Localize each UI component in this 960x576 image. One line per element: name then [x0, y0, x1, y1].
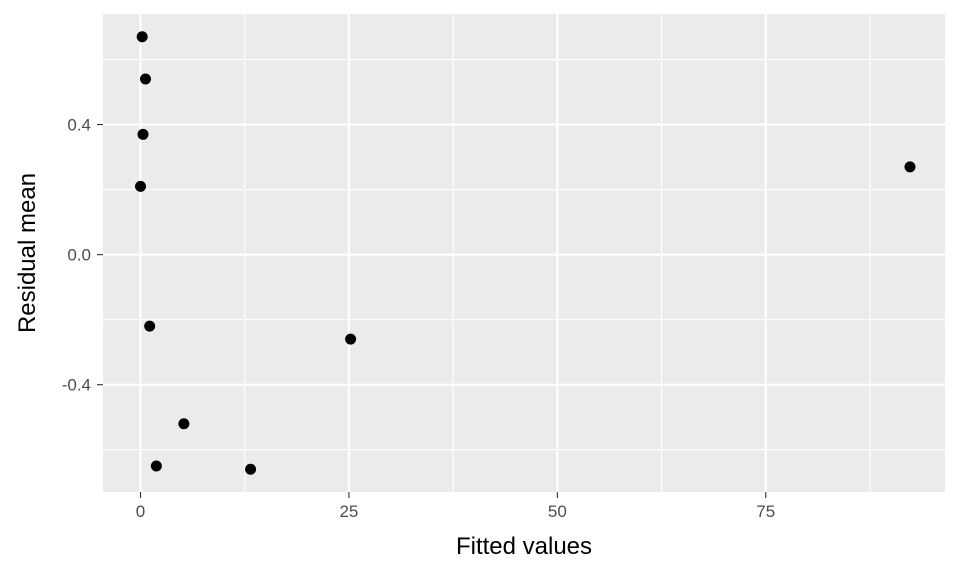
y-tick-label: 0.4 — [67, 116, 91, 135]
x-tick-label: 75 — [756, 502, 775, 521]
minor-gridlines — [103, 14, 945, 492]
y-tick-label: 0.0 — [67, 246, 91, 265]
data-point — [135, 180, 147, 192]
data-point — [245, 463, 257, 475]
x-axis-title: Fitted values — [456, 533, 592, 560]
data-point — [140, 73, 152, 85]
x-tick-label: 25 — [339, 502, 358, 521]
y-tick-label: -0.4 — [62, 376, 91, 395]
data-point — [178, 418, 190, 430]
data-point — [144, 320, 156, 332]
x-tick-label: 50 — [548, 502, 567, 521]
major-gridlines — [103, 14, 945, 492]
x-axis-ticks: 0 25 50 75 — [136, 492, 775, 521]
data-point — [150, 460, 162, 472]
data-point — [136, 31, 148, 43]
data-point — [137, 128, 149, 140]
data-point — [345, 333, 357, 345]
x-tick-label: 0 — [136, 502, 145, 521]
y-axis-ticks: -0.4 0.0 0.4 — [62, 116, 103, 395]
data-point — [904, 161, 916, 173]
panel-background — [103, 14, 945, 492]
data-points — [135, 31, 916, 475]
y-axis-title: Residual mean — [14, 173, 41, 333]
